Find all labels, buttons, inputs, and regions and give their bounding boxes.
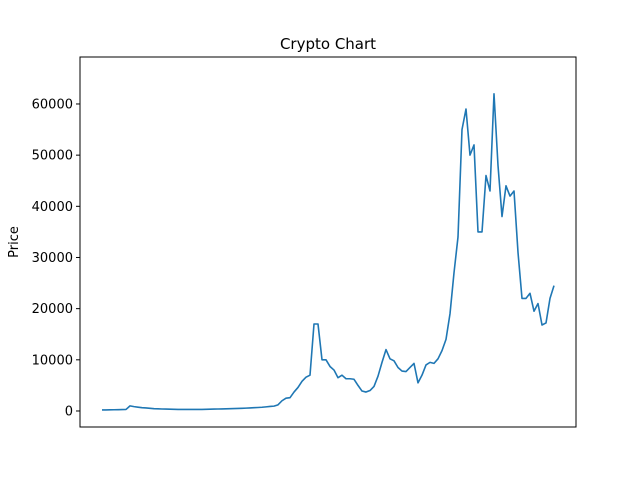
y-tick-label: 0 <box>65 404 73 419</box>
y-tick-label: 20000 <box>32 302 73 317</box>
y-tick-label: 50000 <box>32 149 73 164</box>
price-line <box>102 92 555 411</box>
y-tick-label: 30000 <box>32 251 73 266</box>
y-axis-label: Price <box>7 226 22 258</box>
chart-title: Crypto Chart <box>280 35 376 53</box>
y-tick-label: 40000 <box>32 200 73 215</box>
plot-frame <box>79 56 577 428</box>
y-tick-label: 10000 <box>32 353 73 368</box>
y-tick-label: 60000 <box>32 97 73 112</box>
